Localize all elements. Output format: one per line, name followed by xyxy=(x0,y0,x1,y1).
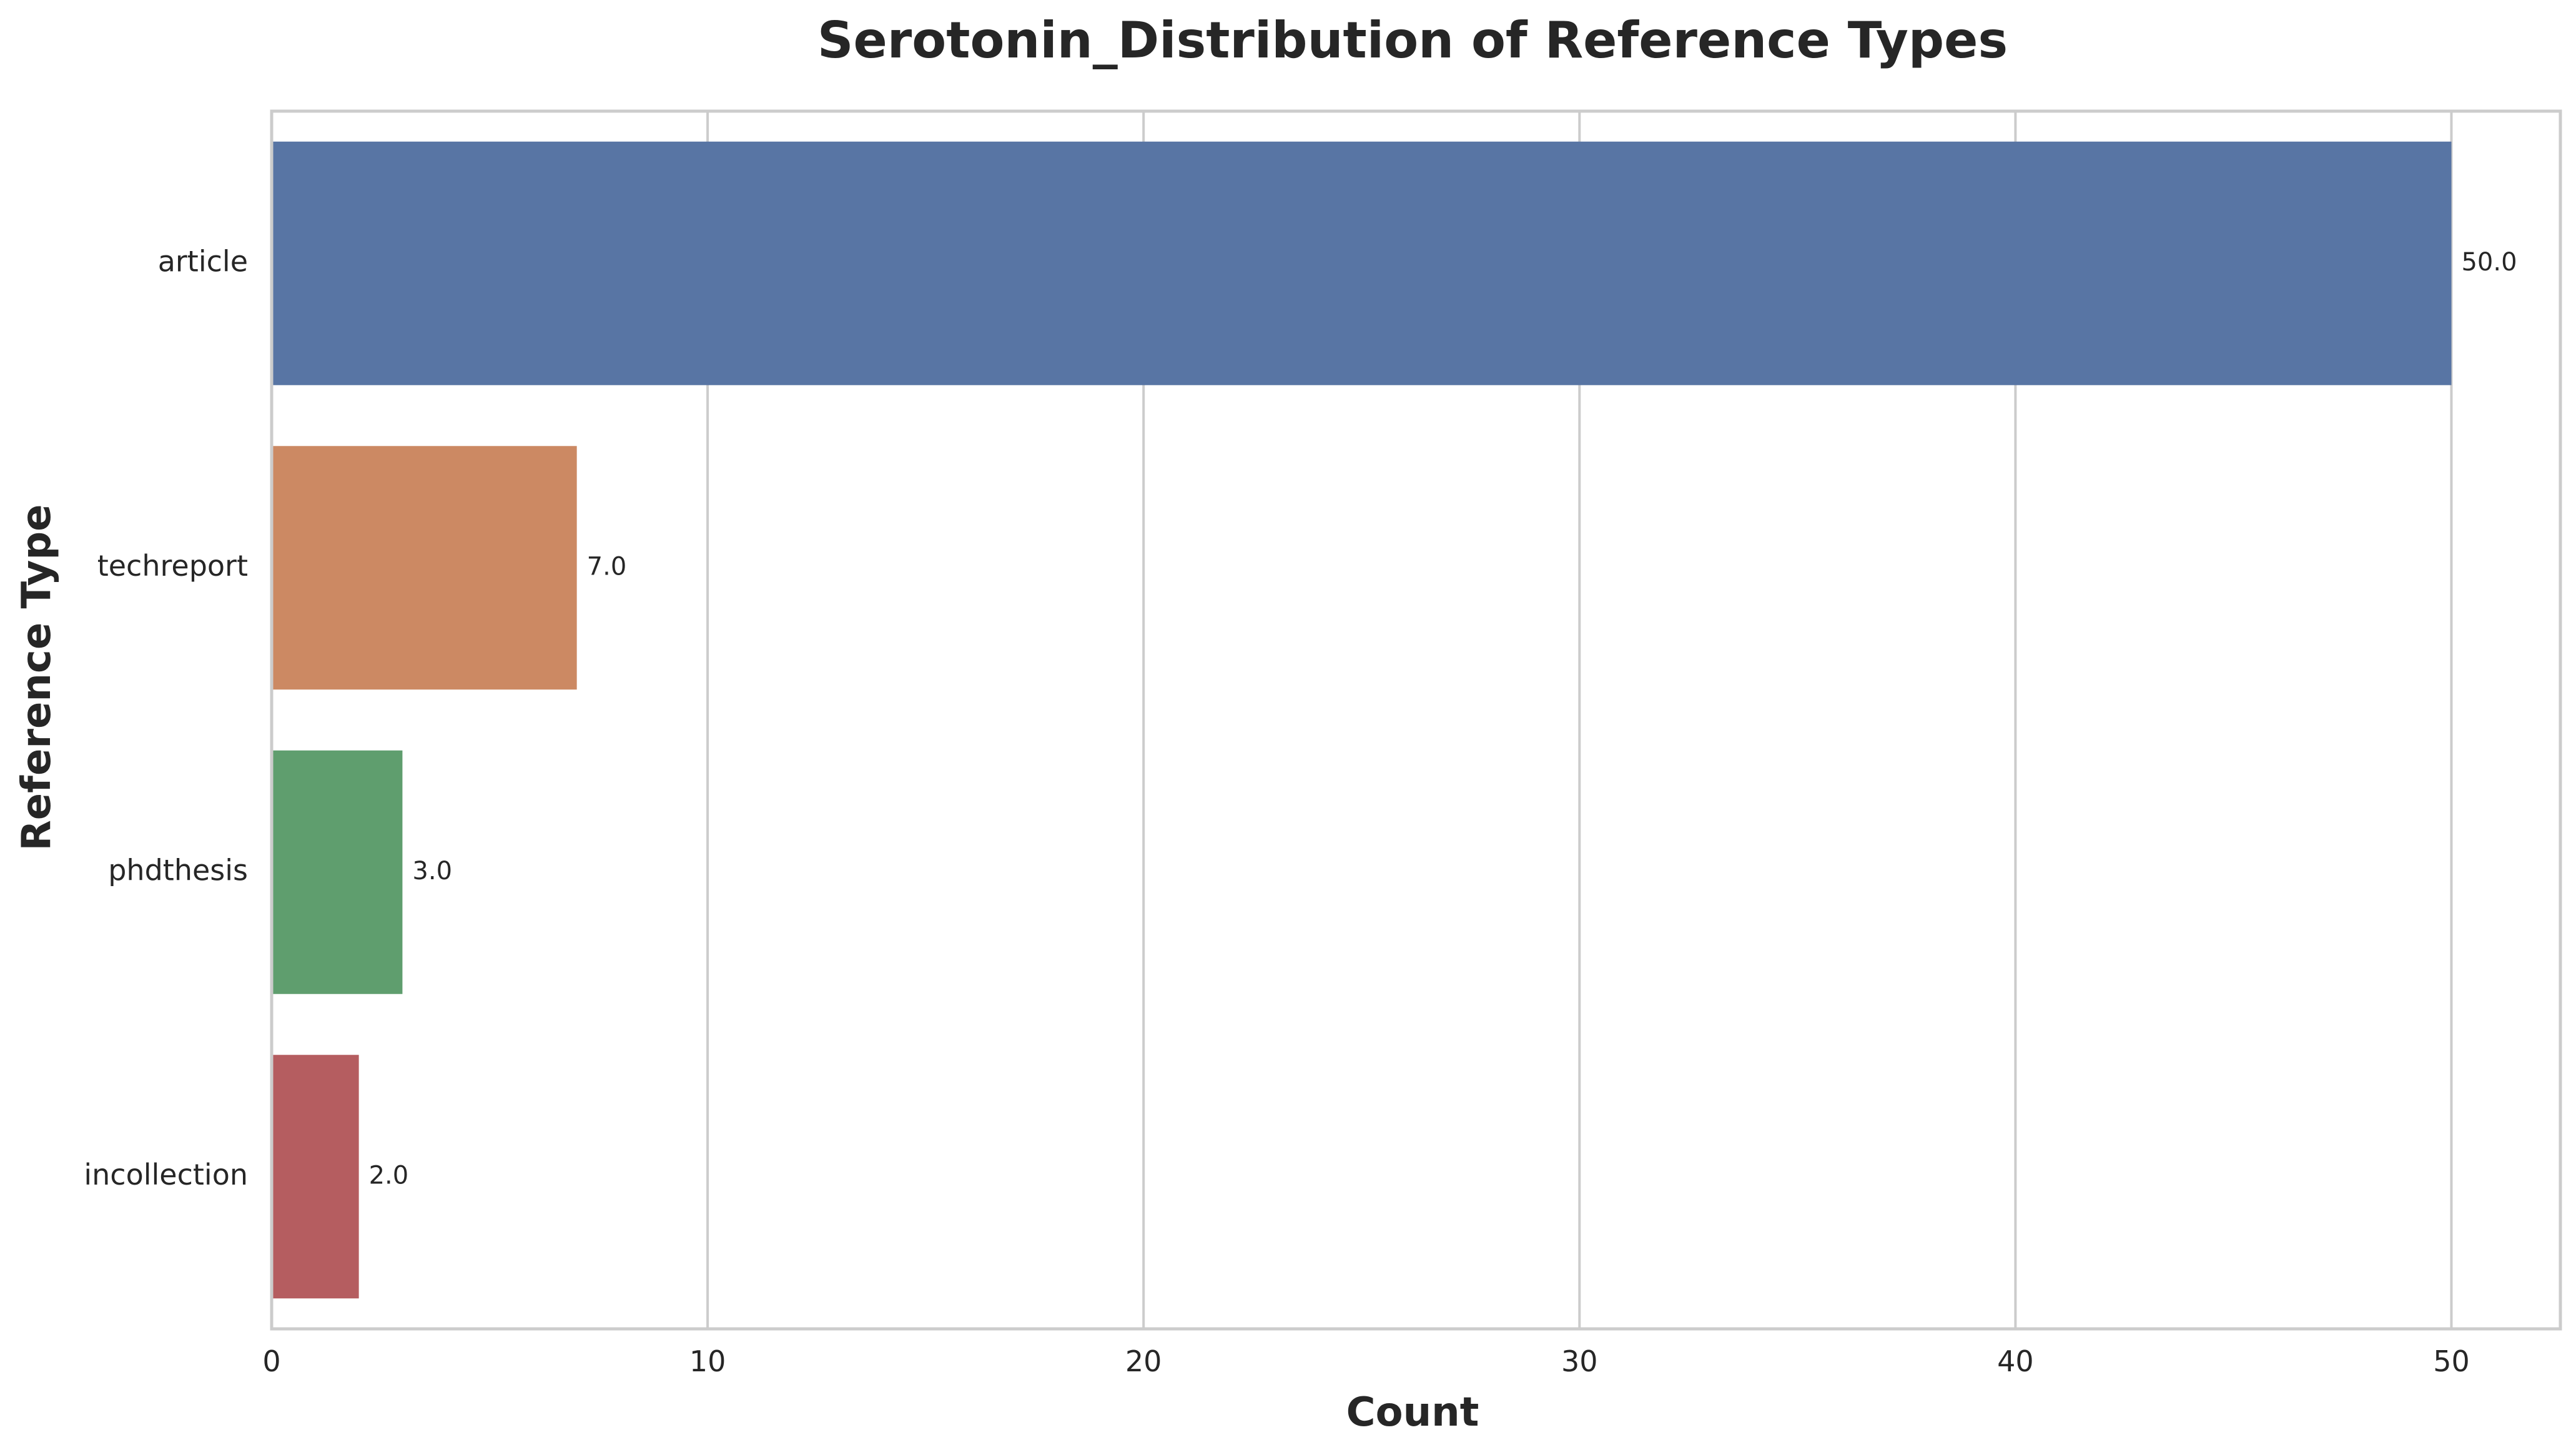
data-label-techreport: 7.0 xyxy=(587,552,627,581)
bar-phdthesis xyxy=(272,750,403,994)
plot-area-frame xyxy=(270,109,2562,1331)
data-label-article: 50.0 xyxy=(2461,248,2517,277)
y-tick-label-incollection: incollection xyxy=(84,1158,248,1191)
x-tick-label: 40 xyxy=(1997,1344,2034,1378)
x-tick-label: 30 xyxy=(1561,1344,1598,1378)
x-tick-label: 0 xyxy=(262,1344,280,1378)
x-axis-title: Count xyxy=(1346,1389,1479,1436)
bar-incollection xyxy=(272,1055,359,1299)
bar-article xyxy=(272,141,2452,385)
x-tick-label: 10 xyxy=(689,1344,726,1378)
y-tick-label-techreport: techreport xyxy=(97,549,248,583)
x-tick-label: 50 xyxy=(2433,1344,2470,1378)
x-tick-label: 20 xyxy=(1125,1344,1162,1378)
y-tick-label-phdthesis: phdthesis xyxy=(108,853,248,887)
data-label-phdthesis: 3.0 xyxy=(412,857,452,885)
data-labels: 50.0 7.0 3.0 2.0 xyxy=(369,248,2517,1190)
y-axis-title: Reference Type xyxy=(14,504,60,851)
chart-title: Serotonin_Distribution of Reference Type… xyxy=(817,11,2008,69)
data-label-incollection: 2.0 xyxy=(369,1161,409,1190)
bar-techreport xyxy=(272,446,577,690)
y-tick-label-article: article xyxy=(158,244,248,278)
y-axis-ticks: article techreport phdthesis incollection xyxy=(84,244,248,1191)
bars xyxy=(272,141,2452,1299)
x-axis-ticks: 0 10 20 30 40 50 xyxy=(262,1344,2469,1378)
